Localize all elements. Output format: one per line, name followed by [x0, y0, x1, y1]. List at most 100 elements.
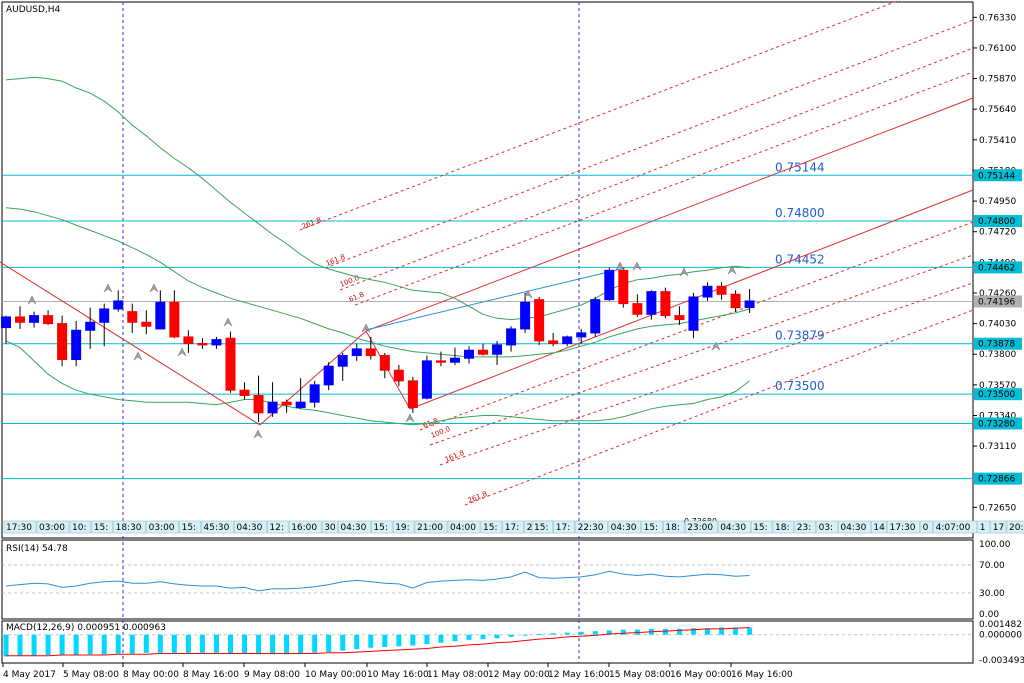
candle-body	[113, 300, 124, 310]
time-tick-label: 8 May 16:00	[183, 670, 239, 680]
session-label: 15:	[753, 523, 767, 533]
session-label-box	[717, 520, 751, 534]
candles-layer	[1, 261, 755, 439]
session-label: 17:	[556, 523, 570, 533]
macd-histogram-bar	[676, 628, 682, 635]
candle	[1, 315, 11, 344]
price-tick-label: 0.74950	[979, 197, 1016, 207]
session-label-box	[575, 520, 608, 534]
session-labels: 17:30 03:00 10: 15: 18:30 03:00 15: 45:30 04:30 1…	[3, 520, 1024, 534]
candle-body	[562, 336, 573, 345]
session-label: 17	[993, 523, 1004, 533]
candle	[576, 328, 587, 344]
candle-body	[309, 384, 320, 403]
macd-histogram-bar	[452, 634, 458, 642]
session-label-box	[338, 520, 371, 534]
macd-histogram-bar	[270, 634, 276, 655]
candle-body	[520, 301, 531, 330]
session-label-box	[772, 520, 795, 534]
channel-line	[259, 330, 367, 426]
session-label: 04:30	[340, 523, 366, 533]
rsi-line	[5, 570, 750, 592]
session-label-box	[641, 520, 663, 534]
session-label: 4:07:00	[936, 523, 971, 533]
session-label-box	[871, 520, 887, 534]
macd-histogram-bar	[298, 634, 304, 654]
candle	[113, 290, 124, 312]
macd-histogram-bar	[115, 634, 121, 654]
price-tick-label: 0.75640	[979, 105, 1016, 115]
level-label: 0.75144	[775, 160, 825, 174]
fractal-marker	[149, 283, 159, 293]
macd-histogram-bar	[550, 633, 556, 635]
macd-histogram-bar	[284, 634, 290, 655]
rsi-panel: RSI(14) 54.78 100.00 70.00 30.00 0.00	[2, 540, 1011, 620]
candle-body	[688, 296, 699, 331]
time-tick-label: 5 May 08:00	[63, 670, 119, 680]
grid-layer	[1, 1, 974, 664]
candle-body	[393, 369, 404, 382]
candle	[604, 267, 615, 301]
macd-histogram-bar	[480, 634, 486, 640]
candle	[730, 290, 741, 312]
session-label-box	[663, 520, 685, 534]
session-label-box	[887, 520, 920, 534]
candle	[155, 290, 166, 330]
fib-channel-line	[324, 19, 974, 269]
price-tick-label: 0.75870	[979, 75, 1016, 85]
candle-body	[71, 329, 82, 361]
candle-body	[365, 348, 376, 357]
level-axis-badge	[974, 261, 1022, 274]
macd-histogram-bar	[705, 628, 710, 635]
session-label-box	[750, 520, 773, 534]
time-tick-label: 11 May 08:00	[427, 670, 489, 680]
macd-histogram-bar	[662, 628, 668, 635]
macd-histogram-bar	[73, 634, 79, 655]
fractal-marker	[615, 261, 625, 271]
fib-channel-line	[464, 309, 974, 506]
candle-body	[421, 360, 432, 399]
fractal-marker	[405, 413, 415, 423]
level-axis-label: 0.73878	[978, 340, 1015, 350]
session-label: 17:30	[890, 523, 916, 533]
candle	[660, 287, 671, 319]
candle-body	[534, 299, 545, 342]
session-label-box	[371, 520, 393, 534]
session-label-box	[933, 520, 978, 534]
macd-histogram-bar	[592, 631, 598, 635]
macd-histogram-bar	[143, 634, 149, 653]
session-label: 15:	[534, 523, 548, 533]
session-label-box	[502, 520, 524, 534]
candle	[632, 294, 643, 317]
session-label: 18:	[775, 523, 789, 533]
candle	[57, 315, 68, 367]
macd-histogram-bar	[171, 634, 177, 653]
session-label: 03:00	[149, 523, 175, 533]
price-axis: 0.76330 0.76100 0.75870 0.75640 0.75410 0.751…	[973, 13, 1022, 513]
rsi-panel-frame	[1, 539, 974, 620]
macd-histogram-bar	[606, 630, 612, 635]
session-label: 04:30	[236, 523, 262, 533]
candle	[449, 347, 460, 365]
candle	[702, 282, 713, 301]
candle-body	[590, 299, 601, 334]
rsi-tick-label: 70.00	[979, 561, 1005, 571]
level-axis-label: 0.75144	[978, 171, 1015, 181]
macd-histogram-bar	[522, 634, 528, 636]
rsi-label: RSI(14) 54.78	[6, 544, 68, 554]
candle-body	[197, 343, 208, 346]
candle	[85, 307, 96, 349]
level-axis-badge	[974, 472, 1022, 485]
candle-body	[660, 291, 671, 317]
candle	[744, 288, 755, 313]
session-label-box	[3, 520, 37, 534]
fractal-marker	[523, 289, 533, 299]
candle	[253, 375, 264, 423]
candle-body	[604, 269, 615, 301]
time-tick-label: 12 May 00:00	[488, 670, 550, 680]
session-label-box	[838, 520, 871, 534]
price-tick-label: 0.73110	[979, 442, 1016, 452]
candle	[534, 296, 545, 345]
candle	[295, 378, 306, 409]
session-label: 15:	[373, 523, 387, 533]
